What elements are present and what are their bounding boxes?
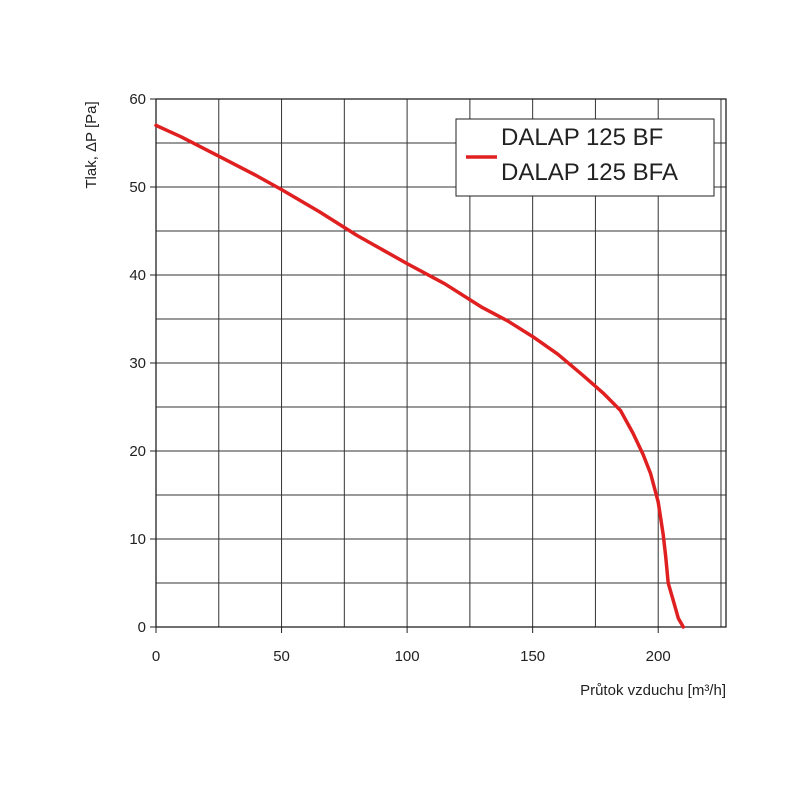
x-tick-label: 200 [646, 648, 671, 665]
y-tick-label: 10 [129, 531, 146, 548]
tick-labels: 0 10 20 30 40 50 60 0 50 100 150 200 [129, 91, 670, 665]
y-axis-title: Tlak, ΔP [Pa] [83, 101, 100, 188]
y-tick-label: 60 [129, 91, 146, 108]
y-tick-label: 20 [129, 443, 146, 460]
legend-label-1: DALAP 125 BF [501, 124, 663, 151]
series-lines [154, 123, 686, 629]
y-tick-label: 0 [138, 619, 146, 636]
legend: DALAP 125 BF DALAP 125 BFA [455, 118, 715, 197]
x-tick-label: 0 [152, 648, 160, 665]
y-tick-label: 50 [129, 179, 146, 196]
x-tick-label: 100 [395, 648, 420, 665]
legend-label-2: DALAP 125 BFA [501, 159, 678, 186]
x-axis-title: Průtok vzduchu [m³/h] [580, 682, 726, 699]
x-tick-label: 150 [520, 648, 545, 665]
y-tick-label: 30 [129, 355, 146, 372]
series-line [154, 123, 686, 629]
y-tick-label: 40 [129, 267, 146, 284]
x-tick-label: 50 [273, 648, 290, 665]
legend-box [455, 118, 715, 197]
